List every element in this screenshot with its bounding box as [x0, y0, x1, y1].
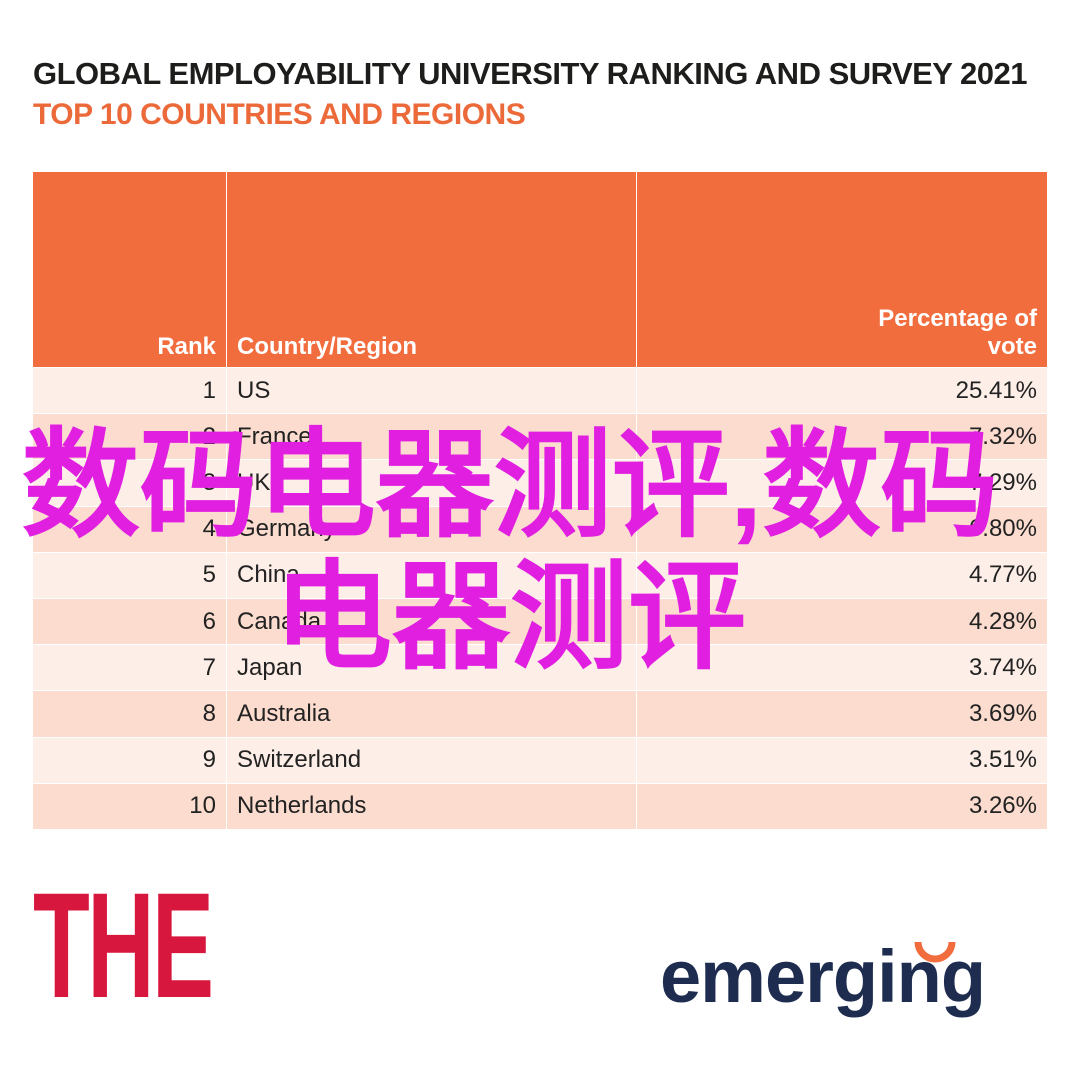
logo-emerging: emerging [660, 935, 986, 1018]
header-cell: Country/Region [227, 172, 637, 367]
table-cell: 4.77% [968, 561, 1037, 589]
header-text: Rank [157, 333, 216, 360]
table-cell: Japan [227, 645, 637, 691]
title: GLOBAL EMPLOYABILITY UNIVERSITY RANKING … [33, 56, 1028, 91]
table-cell: France [227, 414, 637, 460]
table-cell: US [227, 368, 637, 414]
table-cell: Australia [227, 691, 637, 737]
table-row: 4 Germany 6.80% [33, 506, 1047, 553]
header-cell: Percentage of vote [637, 172, 1047, 367]
table-row: 1 US 25.41% [33, 368, 1047, 415]
watermark: 数码电器测评,数码电器测评 [21, 420, 999, 684]
table-cell: 6 [33, 598, 227, 645]
table-cell: 9 [33, 737, 227, 783]
table-row: 5 China 4.77% [33, 552, 1047, 599]
table-cell: 5 [33, 552, 227, 598]
table-cell: 25.41% [955, 376, 1037, 404]
table-row: 7 Japan 3.74% [33, 645, 1047, 692]
table-cell: 4.28% [968, 607, 1037, 635]
table-row: 8 Australia 3.69% [33, 691, 1047, 738]
table-cell: 7 [33, 645, 227, 691]
table-row: 9 Switzerland 3.51% [33, 737, 1047, 784]
table-cell: 2 [33, 414, 227, 460]
table-cell: 6.80% [968, 515, 1037, 543]
table-cell: 1 [33, 368, 227, 414]
table-cell: UK [227, 460, 637, 506]
table-cell: 3.74% [968, 653, 1037, 681]
logo-the: THE [33, 861, 214, 1029]
table-cell: China [227, 552, 637, 598]
table-cell: 3.26% [968, 792, 1037, 820]
header-row: Rank Country/Region Percentage of vote [33, 172, 1047, 368]
table-cell: 3.51% [968, 746, 1037, 774]
table-row: 6 Canada 4.28% [33, 598, 1047, 646]
table-cell: Netherlands [227, 783, 637, 829]
table-cell: 8 [33, 691, 227, 737]
table-cell: 3.69% [968, 699, 1037, 727]
subtitle: TOP 10 COUNTRIES AND REGIONS [33, 98, 526, 131]
table-cell: 7.32% [968, 422, 1037, 450]
table-row: 3 UK 7.29% [33, 460, 1047, 507]
table-cell: 7.29% [968, 468, 1037, 496]
table-cell: Switzerland [227, 737, 637, 783]
table-row: 2 France 7.32% [33, 414, 1047, 461]
table: Rank Country/Region Percentage of vote 1 US 2… [33, 172, 1047, 830]
table-cell: 3 [33, 460, 227, 506]
header-text: Country/Region [237, 333, 417, 360]
header-cell: Rank [33, 172, 227, 367]
table-cell: Germany [227, 506, 637, 552]
table-cell: Canada [227, 598, 637, 645]
header-text: Percentage of vote [878, 305, 1037, 360]
table-row: 10 Netherlands 3.26% [33, 783, 1047, 830]
table-cell: 4 [33, 506, 227, 552]
table-cell: 10 [33, 783, 227, 829]
